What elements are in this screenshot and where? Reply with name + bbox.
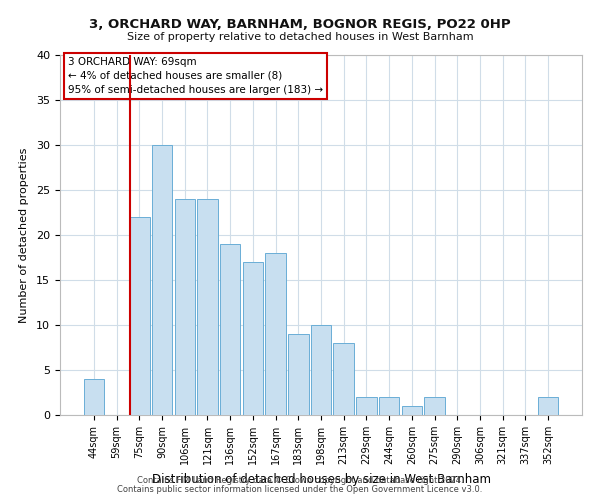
Bar (265, 253, 286, 415)
Bar (152, 145, 172, 415)
Bar (220, 244, 241, 415)
Bar (84, 379, 104, 415)
Bar (288, 334, 308, 415)
Text: 3, ORCHARD WAY, BARNHAM, BOGNOR REGIS, PO22 0HP: 3, ORCHARD WAY, BARNHAM, BOGNOR REGIS, P… (89, 18, 511, 30)
Text: Size of property relative to detached houses in West Barnham: Size of property relative to detached ho… (127, 32, 473, 42)
Text: 3 ORCHARD WAY: 69sqm
← 4% of detached houses are smaller (8)
95% of semi-detache: 3 ORCHARD WAY: 69sqm ← 4% of detached ho… (68, 57, 323, 95)
Bar (197, 199, 218, 415)
Bar (424, 397, 445, 415)
Bar (401, 406, 422, 415)
Y-axis label: Number of detached properties: Number of detached properties (19, 148, 29, 322)
Bar (129, 217, 149, 415)
Bar (311, 325, 331, 415)
Bar (379, 397, 400, 415)
Bar (538, 397, 558, 415)
Text: Contains public sector information licensed under the Open Government Licence v3: Contains public sector information licen… (118, 485, 482, 494)
Bar (242, 262, 263, 415)
Bar (175, 199, 195, 415)
Bar (334, 343, 354, 415)
Text: Contains HM Land Registry data © Crown copyright and database right 2024.: Contains HM Land Registry data © Crown c… (137, 476, 463, 485)
Bar (356, 397, 377, 415)
X-axis label: Distribution of detached houses by size in West Barnham: Distribution of detached houses by size … (151, 472, 491, 486)
